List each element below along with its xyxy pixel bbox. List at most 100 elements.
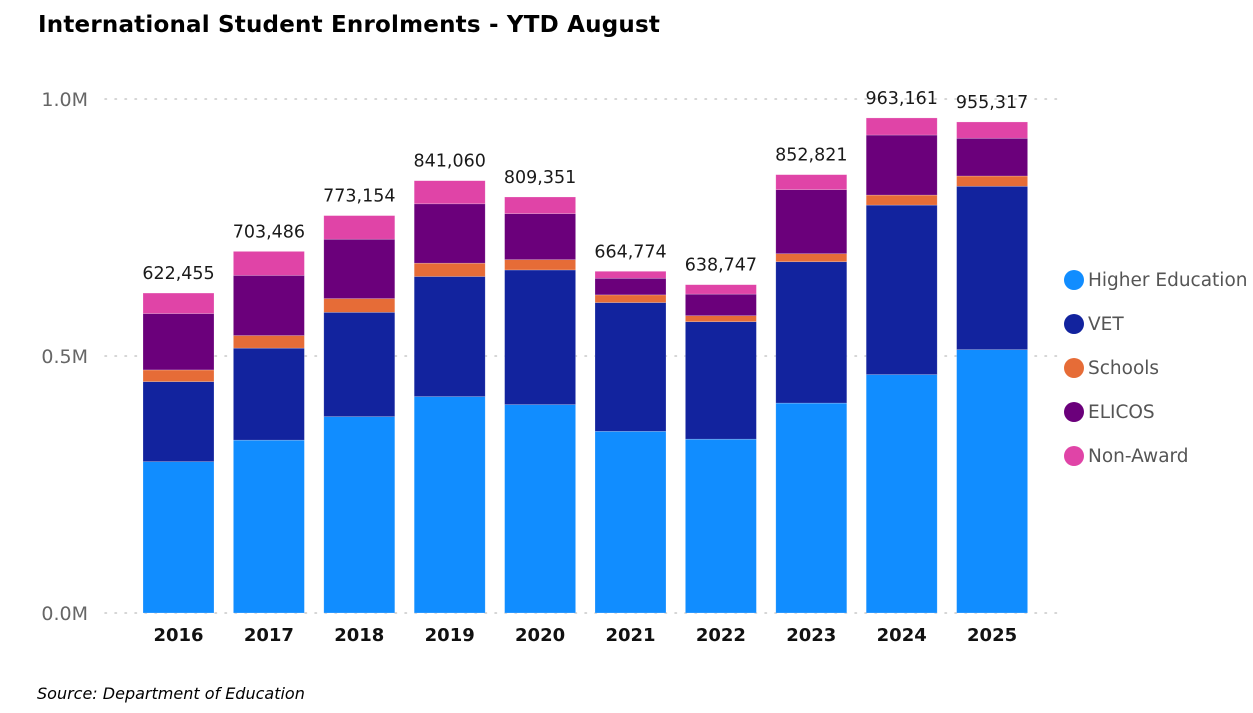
x-tick-label: 2020 [515, 625, 565, 646]
y-axis: 0.0M 0.5M 1.0M [41, 89, 88, 625]
bar-segment-elicos[interactable] [323, 238, 396, 299]
source-note: Source: Department of Education [37, 684, 305, 703]
x-tick-label: 2025 [967, 625, 1017, 646]
bar-segment-non-award[interactable] [775, 174, 848, 190]
legend-item-vet[interactable]: VET [1064, 302, 1248, 346]
bar-segment-vet[interactable] [685, 321, 757, 440]
bar-segment-non-award[interactable] [504, 196, 576, 214]
total-data-label: 773,154 [323, 187, 395, 207]
bar-segment-non-award[interactable] [594, 271, 667, 279]
bar-segment-vet[interactable] [233, 347, 305, 441]
bar-segment-non-award[interactable] [142, 292, 215, 314]
bar-segment-vet[interactable] [413, 276, 486, 397]
bar-segment-schools[interactable] [504, 259, 576, 271]
bar-segment-schools[interactable] [594, 294, 667, 303]
bar-segment-elicos[interactable] [142, 313, 215, 371]
bar-segment-schools[interactable] [775, 253, 848, 263]
bar-segment-schools[interactable] [233, 335, 305, 349]
bar-segment-elicos[interactable] [413, 203, 486, 264]
total-data-label: 664,774 [594, 242, 666, 262]
bar-segment-schools[interactable] [865, 194, 938, 206]
bar-segment-higher-education[interactable] [594, 431, 667, 614]
x-tick-label: 2024 [877, 625, 927, 646]
bar-stack-2022[interactable] [685, 284, 757, 614]
bar-segment-schools[interactable] [323, 298, 396, 313]
bar-segment-elicos[interactable] [233, 275, 305, 336]
legend-color-dot-icon [1064, 446, 1084, 466]
legend-label: ELICOS [1088, 401, 1155, 423]
legend-color-dot-icon [1064, 270, 1084, 290]
bar-segment-vet[interactable] [504, 269, 576, 405]
x-tick-label: 2018 [334, 625, 384, 646]
bar-stack-2025[interactable] [956, 121, 1028, 614]
bar-segment-higher-education[interactable] [956, 349, 1028, 614]
x-tick-label: 2022 [696, 625, 746, 646]
bar-segment-non-award[interactable] [233, 251, 305, 276]
bar-segment-non-award[interactable] [956, 121, 1028, 139]
x-tick-label: 2023 [786, 625, 836, 646]
bar-stack-2017[interactable] [233, 251, 305, 614]
bar-segment-vet[interactable] [142, 381, 215, 462]
bar-segment-elicos[interactable] [594, 277, 667, 296]
bar-segment-schools[interactable] [413, 262, 486, 277]
bar-segment-schools[interactable] [685, 315, 757, 323]
x-tick-label: 2019 [425, 625, 475, 646]
y-tick-label: 0.5M [41, 346, 88, 368]
legend-label: Non-Award [1088, 445, 1189, 467]
bar-segment-elicos[interactable] [865, 134, 938, 196]
total-data-label: 955,317 [956, 93, 1028, 113]
legend-color-dot-icon [1064, 358, 1084, 378]
bar-segment-vet[interactable] [323, 312, 396, 417]
legend-item-non-award[interactable]: Non-Award [1064, 434, 1248, 478]
bar-segment-vet[interactable] [775, 261, 848, 404]
data-labels: 622,455 703,486 773,154 841,060 809,351 664,7… [142, 89, 1028, 284]
bar-segment-non-award[interactable] [685, 284, 757, 295]
bar-segment-schools[interactable] [142, 369, 215, 382]
bar-segment-higher-education[interactable] [775, 402, 848, 614]
bar-segment-non-award[interactable] [865, 117, 938, 136]
bar-segment-higher-education[interactable] [413, 396, 486, 614]
legend-label: VET [1088, 313, 1124, 335]
legend-item-schools[interactable]: Schools [1064, 346, 1248, 390]
bar-segment-vet[interactable] [594, 302, 667, 432]
bar-segment-schools[interactable] [956, 175, 1028, 187]
bar-segment-vet[interactable] [865, 204, 938, 375]
bar-stack-2018[interactable] [323, 215, 396, 614]
bar-stack-2024[interactable] [865, 117, 938, 614]
bar-stack-2021[interactable] [594, 271, 667, 614]
bar-segment-non-award[interactable] [323, 215, 396, 240]
bar-segment-higher-education[interactable] [323, 416, 396, 614]
x-tick-label: 2016 [153, 625, 203, 646]
bar-segment-non-award[interactable] [413, 180, 486, 205]
bar-stack-2016[interactable] [142, 292, 215, 614]
bar-segment-elicos[interactable] [956, 137, 1028, 177]
bar-stack-2023[interactable] [775, 174, 848, 614]
bars [142, 117, 1028, 614]
total-data-label: 622,455 [142, 264, 214, 284]
bar-segment-elicos[interactable] [504, 213, 576, 260]
legend: Higher Education VET Schools ELICOS Non-Awar… [1064, 258, 1248, 478]
legend-item-higher-education[interactable]: Higher Education [1064, 258, 1248, 302]
bar-stack-2020[interactable] [504, 196, 576, 614]
x-axis: 2016 2017 2018 2019 2020 2021 2022 2023 2024 2025 [153, 625, 1017, 646]
bar-segment-vet[interactable] [956, 185, 1028, 350]
bar-segment-higher-education[interactable] [142, 461, 215, 614]
bar-segment-higher-education[interactable] [685, 438, 757, 614]
legend-color-dot-icon [1064, 402, 1084, 422]
x-tick-label: 2017 [244, 625, 294, 646]
legend-item-elicos[interactable]: ELICOS [1064, 390, 1248, 434]
bar-segment-higher-education[interactable] [504, 404, 576, 614]
legend-color-dot-icon [1064, 314, 1084, 334]
x-tick-label: 2021 [605, 625, 655, 646]
bar-segment-higher-education[interactable] [233, 439, 305, 614]
y-tick-label: 1.0M [41, 89, 88, 111]
total-data-label: 963,161 [866, 89, 938, 109]
bar-segment-higher-education[interactable] [865, 374, 938, 614]
total-data-label: 809,351 [504, 168, 576, 188]
bar-segment-elicos[interactable] [685, 293, 757, 317]
bar-segment-elicos[interactable] [775, 189, 848, 255]
bar-stack-2019[interactable] [413, 180, 486, 614]
legend-label: Schools [1088, 357, 1160, 379]
total-data-label: 638,747 [685, 256, 757, 276]
